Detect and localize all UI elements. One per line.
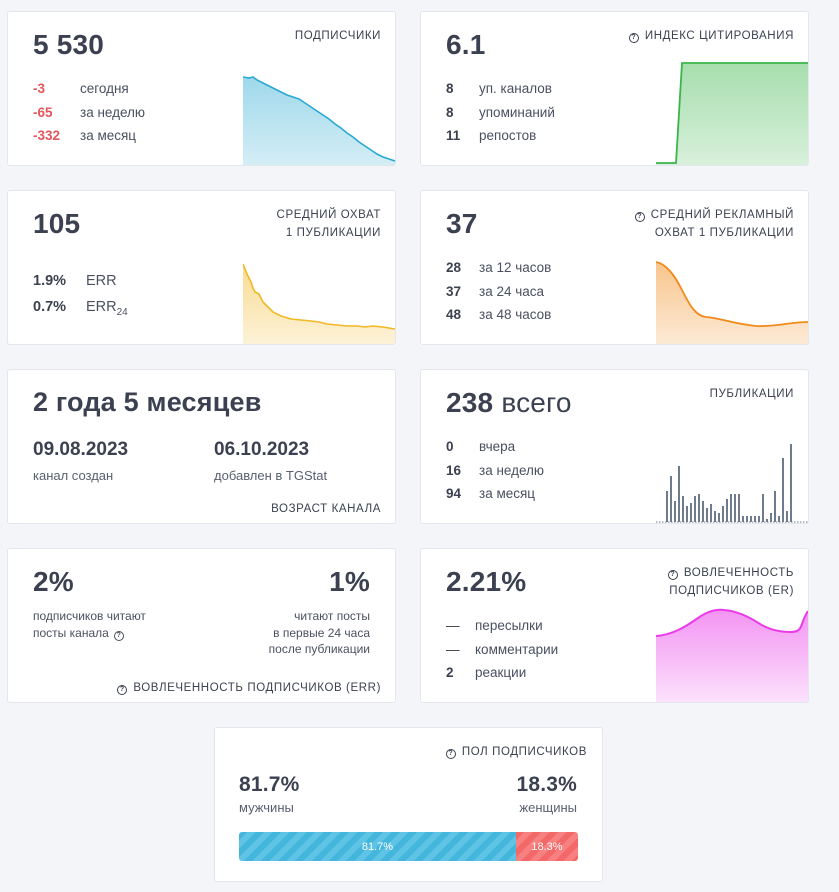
err-right-value: 1% bbox=[329, 566, 370, 597]
subscribers-total: 5 530 bbox=[33, 29, 105, 60]
subscribers-month: -332 за месяц bbox=[33, 128, 137, 143]
publications-title: ПУБЛИКАЦИИ bbox=[709, 388, 794, 400]
male-value: 81.7% bbox=[239, 773, 300, 796]
ad-reach-title: ? СРЕДНИЙ РЕКЛАМНЫЙ ОХВАТ 1 ПУБЛИКАЦИИ bbox=[634, 206, 794, 242]
publications-yesterday: 0 вчера bbox=[446, 439, 516, 454]
added-label: добавлен в TGStat bbox=[214, 468, 328, 483]
reach-err24: 0.7% ERR24 bbox=[33, 299, 128, 318]
created-date: 09.08.2023 bbox=[33, 439, 129, 460]
ad-reach-value: 37 bbox=[446, 208, 478, 239]
male-label: мужчины bbox=[239, 800, 294, 815]
publications-month: 94 за месяц bbox=[446, 486, 536, 501]
help-icon[interactable]: ? bbox=[628, 33, 639, 43]
subscribers-title: ПОДПИСЧИКИ bbox=[294, 30, 381, 42]
citation-reposts: 11 репостов bbox=[446, 128, 537, 143]
female-segment[interactable]: 18.3% bbox=[515, 832, 578, 861]
citation-card[interactable]: 6.1 ? ИНДЕКС ЦИТИРОВАНИЯ 8 уп. каналов 8 уп… bbox=[420, 11, 809, 166]
citation-value: 6.1 bbox=[446, 29, 486, 60]
gender-card[interactable]: ? ПОЛ ПОДПИСЧИКОВ 81.7% мужчины 18.3% жен… bbox=[214, 727, 603, 882]
reach-sparkline bbox=[243, 263, 395, 344]
help-icon[interactable]: ? bbox=[667, 570, 678, 580]
reach-card[interactable]: 105 СРЕДНИЙ ОХВАТ 1 ПУБЛИКАЦИИ 1.9% ERR 0.… bbox=[7, 190, 396, 345]
er-card[interactable]: 2.21% ? ВОВЛЕЧЕННОСТЬ ПОДПИСЧИКОВ (ER) — пе… bbox=[420, 548, 809, 703]
publications-bar-chart bbox=[656, 444, 808, 523]
err-right-caption: читают посты в первые 24 часа после публик… bbox=[268, 609, 370, 656]
added-date: 06.10.2023 bbox=[214, 439, 310, 460]
ad-reach-card[interactable]: 37 ? СРЕДНИЙ РЕКЛАМНЫЙ ОХВАТ 1 ПУБЛИКАЦИИ … bbox=[420, 190, 809, 345]
er-sparkline bbox=[656, 608, 808, 702]
citation-title: ? ИНДЕКС ЦИТИРОВАНИЯ bbox=[628, 27, 794, 45]
gender-bar: 81.7% 18.3% bbox=[239, 832, 578, 861]
female-value: 18.3% bbox=[516, 773, 577, 796]
reach-value: 105 bbox=[33, 208, 81, 239]
help-icon[interactable]: ? bbox=[634, 212, 645, 222]
help-icon[interactable]: ? bbox=[117, 685, 128, 695]
publications-card[interactable]: 238 всего ПУБЛИКАЦИИ 0 вчера 16 за неделю … bbox=[420, 369, 809, 524]
er-comments: — комментарии bbox=[446, 642, 559, 657]
subscribers-today: -3 сегодня bbox=[33, 81, 129, 96]
er-forwards: — пересылки bbox=[446, 618, 543, 633]
channel-age-value: 2 года 5 месяцев bbox=[33, 387, 262, 417]
er-title: ? ВОВЛЕЧЕННОСТЬ ПОДПИСЧИКОВ (ER) bbox=[667, 567, 794, 597]
male-segment[interactable]: 81.7% bbox=[239, 832, 516, 861]
subscribers-sparkline bbox=[243, 76, 395, 165]
gender-title: ? ПОЛ ПОДПИСЧИКОВ bbox=[445, 743, 587, 761]
subscribers-card[interactable]: 5 530 ПОДПИСЧИКИ -3 сегодня -65 за неделю … bbox=[7, 11, 396, 166]
ad-reach-sparkline bbox=[656, 261, 808, 344]
err-left-caption: подписчиков читают посты канала? bbox=[33, 609, 146, 641]
female-label: женщины bbox=[519, 800, 577, 815]
citation-mentions: 8 упоминаний bbox=[446, 105, 555, 120]
err-left-value: 2% bbox=[33, 566, 74, 597]
subscribers-week: -65 за неделю bbox=[33, 105, 146, 120]
ad-reach-48h: 48 за 48 часов bbox=[446, 307, 552, 322]
reach-title: СРЕДНИЙ ОХВАТ 1 ПУБЛИКАЦИИ bbox=[276, 209, 381, 239]
help-icon[interactable]: ? bbox=[113, 630, 124, 641]
created-label: канал создан bbox=[33, 468, 114, 483]
channel-age-title: ВОЗРАСТ КАНАЛА bbox=[271, 503, 381, 515]
help-icon[interactable]: ? bbox=[445, 749, 456, 759]
reach-err: 1.9% ERR bbox=[33, 273, 117, 289]
err-title: ? ВОВЛЕЧЕННОСТЬ ПОДПИСЧИКОВ (ERR) bbox=[117, 679, 381, 697]
publications-value: 238 всего bbox=[446, 387, 572, 418]
err-card[interactable]: 2% подписчиков читают посты канала? 1% чи… bbox=[7, 548, 396, 703]
er-reactions: 2 реакции bbox=[446, 665, 527, 680]
citation-channels: 8 уп. каналов bbox=[446, 81, 552, 96]
citation-sparkline bbox=[656, 62, 808, 165]
ad-reach-12h: 28 за 12 часов bbox=[446, 260, 552, 275]
er-value: 2.21% bbox=[446, 566, 527, 597]
publications-week: 16 за неделю bbox=[446, 463, 545, 478]
ad-reach-24h: 37 за 24 часа bbox=[446, 284, 545, 299]
channel-age-card[interactable]: 2 года 5 месяцев 09.08.2023 канал создан… bbox=[7, 369, 396, 524]
